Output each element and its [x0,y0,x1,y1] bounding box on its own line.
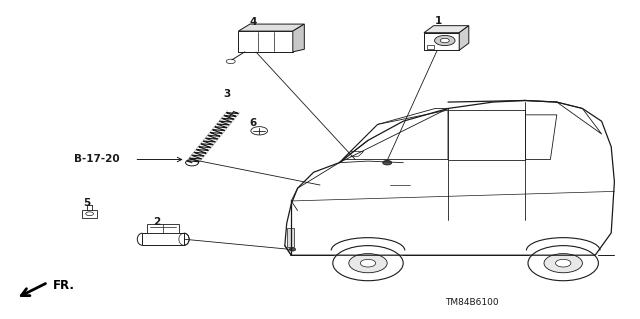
Circle shape [333,246,403,281]
Circle shape [251,127,268,135]
Bar [427,45,435,49]
Circle shape [227,59,236,64]
Polygon shape [239,24,305,31]
Circle shape [360,259,376,267]
Circle shape [86,212,93,216]
Text: 5: 5 [83,197,90,208]
Polygon shape [424,26,468,33]
Bar [143,233,184,245]
Circle shape [440,38,449,43]
Text: 3: 3 [223,89,231,99]
Circle shape [289,248,296,251]
Circle shape [435,35,455,46]
Text: 2: 2 [153,217,161,227]
Circle shape [349,254,387,273]
FancyBboxPatch shape [287,228,294,247]
Circle shape [544,254,582,273]
Bar [424,33,460,50]
Bar [82,210,97,218]
Text: 4: 4 [249,17,257,27]
Bar [147,224,179,233]
Text: B-17-20: B-17-20 [74,154,119,165]
Circle shape [383,160,392,165]
Polygon shape [292,24,305,52]
Circle shape [528,246,598,281]
Text: 6: 6 [249,118,257,128]
Bar [239,31,293,52]
Text: FR.: FR. [52,279,74,292]
Circle shape [186,160,198,166]
Circle shape [556,259,571,267]
Text: TM84B6100: TM84B6100 [445,298,499,307]
Polygon shape [459,26,468,50]
Text: 1: 1 [435,16,442,26]
